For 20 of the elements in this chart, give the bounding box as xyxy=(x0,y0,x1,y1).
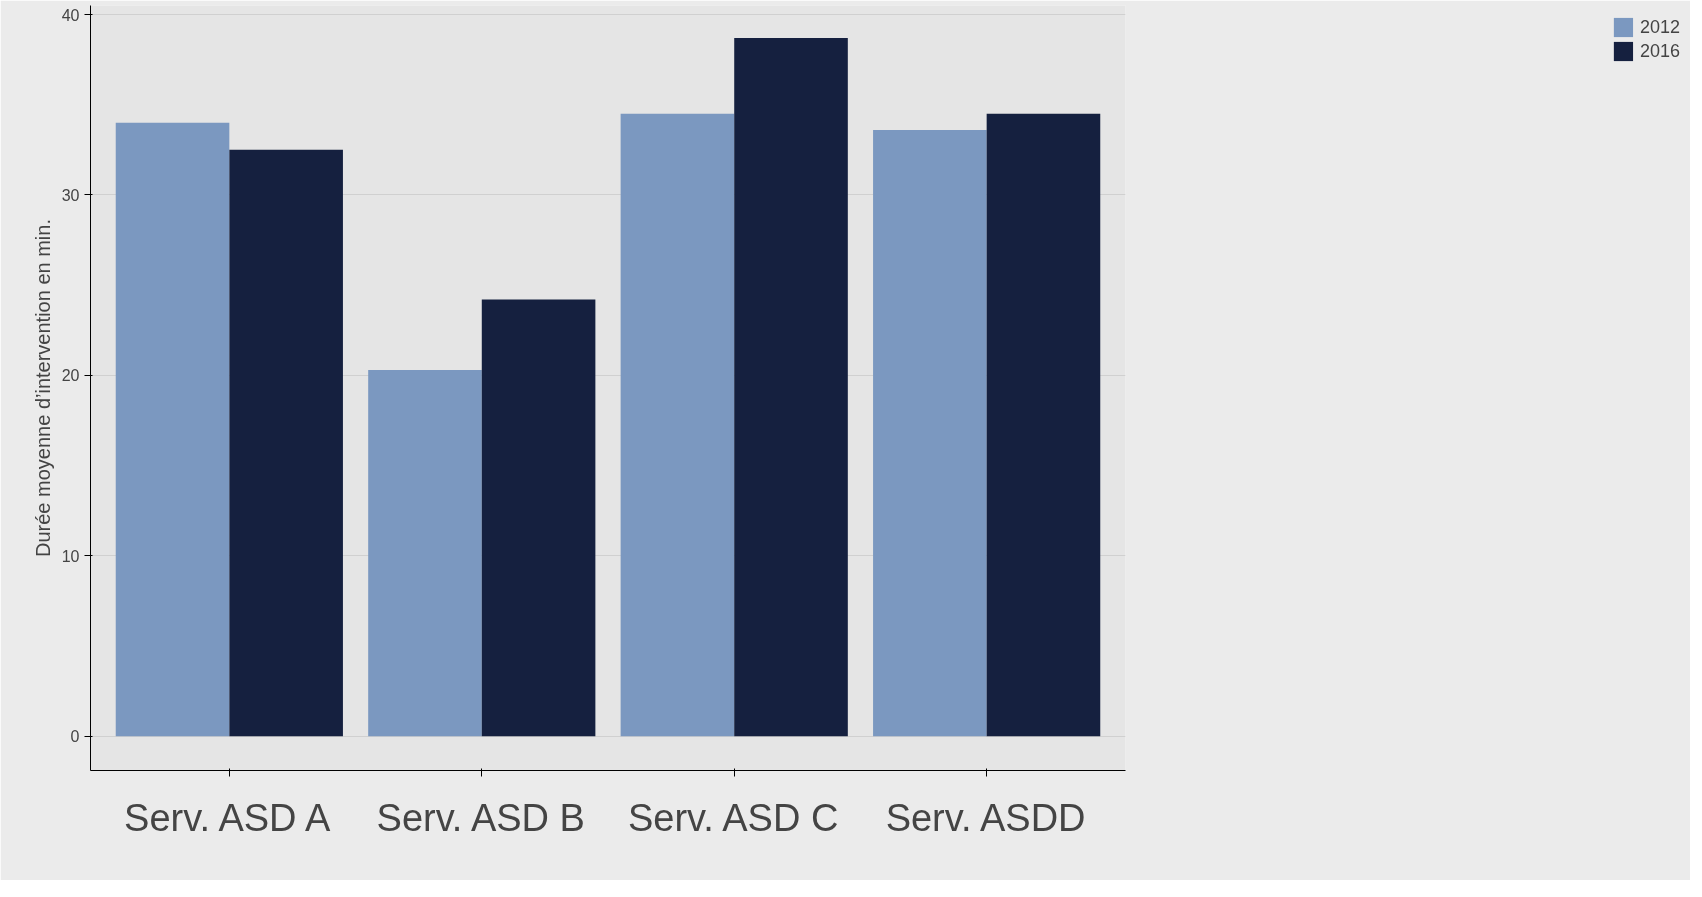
y-axis-title: Durée moyenne d’intervention en min. xyxy=(31,219,54,557)
x-tick-label: Serv. ASD C xyxy=(627,796,839,839)
bar xyxy=(620,113,735,737)
bar xyxy=(368,369,482,737)
y-tick-label: 20 xyxy=(61,367,80,385)
y-tick-label: 10 xyxy=(61,547,80,565)
y-tick-label: 40 xyxy=(61,6,80,24)
bar xyxy=(229,149,343,737)
legend-label: 2012 xyxy=(1639,16,1680,38)
bar xyxy=(734,37,848,737)
x-tick-label: Serv. ASD A xyxy=(124,796,332,839)
bar xyxy=(115,122,230,737)
legend-label: 2016 xyxy=(1639,40,1680,62)
y-tick-label: 30 xyxy=(61,186,80,204)
x-tick-label: Serv. ASD B xyxy=(376,796,585,839)
bar xyxy=(481,299,596,737)
bar xyxy=(986,113,1101,737)
x-tick-label: Serv. ASDD xyxy=(885,796,1086,839)
bar xyxy=(873,129,987,737)
y-tick-label: 0 xyxy=(70,728,80,746)
